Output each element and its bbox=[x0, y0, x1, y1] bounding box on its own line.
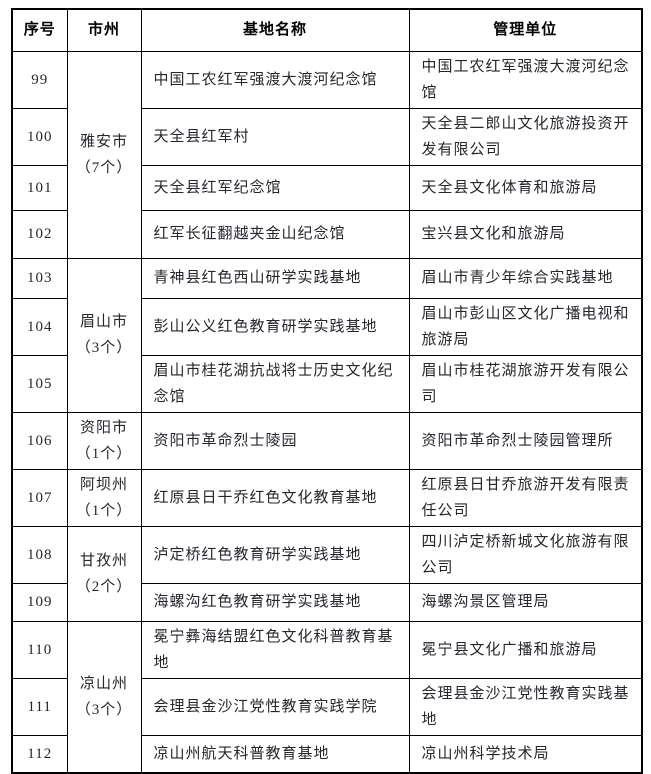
seq-cell: 110 bbox=[11, 620, 68, 679]
table-row: 101 天全县红军纪念馆 天全县文化体育和旅游局 bbox=[11, 164, 643, 211]
base-cell: 眉山市桂花湖抗战将士历史文化纪念馆 bbox=[140, 354, 410, 413]
table-row: 100 天全县红军村 天全县二郎山文化旅游投资开发有限公司 bbox=[11, 107, 643, 166]
city-name: 眉山市 bbox=[79, 314, 128, 330]
manager-cell: 海螺沟景区管理局 bbox=[408, 582, 643, 622]
base-cell: 天全县红军村 bbox=[140, 107, 410, 166]
table-row: 99 雅安市 （7个） 中国工农红军强渡大渡河纪念馆 中国工农红军强渡大渡河纪念… bbox=[11, 50, 643, 259]
table-row: 110 凉山州 （3个） 冕宁彝海结盟红色文化科普教育基地 冕宁县文化广播和旅游… bbox=[11, 620, 643, 774]
table-row: 103 眉山市 （3个） 青神县红色西山研学实践基地 眉山市青少年综合实践基地 bbox=[11, 257, 643, 413]
base-cell: 中国工农红军强渡大渡河纪念馆 bbox=[140, 50, 410, 109]
table-row: 107 阿坝州 （1个） 红原县日干乔红色文化教育基地 红原县日甘乔旅游开发有限… bbox=[11, 468, 643, 527]
table-row: 111 会理县金沙江党性教育实践学院 会理县金沙江党性教育实践基地 bbox=[11, 677, 643, 736]
seq-cell: 102 bbox=[11, 209, 68, 259]
header-manager: 管理单位 bbox=[408, 8, 643, 52]
seq-cell: 106 bbox=[11, 411, 68, 470]
manager-cell: 四川泸定桥新城文化旅游有限公司 bbox=[408, 525, 643, 584]
table-row: 105 眉山市桂花湖抗战将士历史文化纪念馆 眉山市桂花湖旅游开发有限公司 bbox=[11, 354, 643, 413]
city-name: 阿坝州 bbox=[79, 476, 128, 493]
city-group-cell: 雅安市 （7个） bbox=[66, 50, 142, 259]
base-cell: 红军长征翻越夹金山纪念馆 bbox=[140, 209, 410, 259]
city-count: （1个） bbox=[75, 502, 133, 519]
manager-cell: 冕宁县文化广播和旅游局 bbox=[408, 620, 643, 679]
seq-cell: 108 bbox=[11, 525, 68, 584]
table-row: 104 彭山公义红色教育研学实践基地 眉山市彭山区文化广播电视和旅游局 bbox=[11, 297, 643, 356]
city-group-cell: 甘孜州 （2个） bbox=[66, 525, 142, 622]
table-row: 106 资阳市 （1个） 资阳市革命烈士陵园 资阳市革命烈士陵园管理所 bbox=[11, 411, 643, 470]
header-base-name: 基地名称 bbox=[140, 8, 410, 52]
city-group-cell: 资阳市 （1个） bbox=[66, 411, 142, 470]
city-count: （7个） bbox=[75, 159, 133, 176]
manager-cell: 红原县日甘乔旅游开发有限责任公司 bbox=[408, 468, 643, 527]
city-name: 凉山州 bbox=[79, 675, 128, 692]
table-row: 108 甘孜州 （2个） 泸定桥红色教育研学实践基地 四川泸定桥新城文化旅游有限… bbox=[11, 525, 643, 622]
base-cell: 海螺沟红色教育研学实践基地 bbox=[140, 582, 410, 622]
seq-cell: 104 bbox=[11, 297, 68, 356]
manager-cell: 会理县金沙江党性教育实践基地 bbox=[408, 677, 643, 736]
seq-cell: 109 bbox=[11, 582, 68, 622]
city-name: 甘孜州 bbox=[79, 552, 128, 569]
base-cell: 彭山公义红色教育研学实践基地 bbox=[140, 297, 410, 356]
base-cell: 泸定桥红色教育研学实践基地 bbox=[140, 525, 410, 584]
seq-cell: 100 bbox=[11, 107, 68, 166]
city-name: 资阳市 bbox=[79, 419, 128, 436]
base-cell: 资阳市革命烈士陵园 bbox=[140, 411, 410, 470]
manager-cell: 眉山市青少年综合实践基地 bbox=[408, 257, 643, 299]
base-cell: 凉山州航天科普教育基地 bbox=[140, 734, 410, 774]
city-count: （1个） bbox=[75, 445, 133, 462]
seq-cell: 103 bbox=[11, 257, 68, 299]
manager-cell: 中国工农红军强渡大渡河纪念馆 bbox=[408, 50, 643, 109]
manager-cell: 宝兴县文化和旅游局 bbox=[408, 209, 643, 259]
base-cell: 冕宁彝海结盟红色文化科普教育基地 bbox=[140, 620, 410, 679]
header-city: 市州 bbox=[66, 8, 142, 52]
manager-cell: 天全县文化体育和旅游局 bbox=[408, 164, 643, 211]
header-row: 序号 市州 基地名称 管理单位 bbox=[11, 8, 643, 52]
seq-cell: 111 bbox=[11, 677, 68, 736]
seq-cell: 101 bbox=[11, 164, 68, 211]
seq-cell: 112 bbox=[11, 734, 68, 774]
seq-cell: 99 bbox=[11, 50, 68, 109]
base-cell: 天全县红军纪念馆 bbox=[140, 164, 410, 211]
table-row: 109 海螺沟红色教育研学实践基地 海螺沟景区管理局 bbox=[11, 582, 643, 622]
city-group-cell: 阿坝州 （1个） bbox=[66, 468, 142, 527]
city-name: 雅安市 bbox=[79, 133, 128, 150]
city-count: （3个） bbox=[75, 701, 133, 718]
manager-cell: 眉山市彭山区文化广播电视和旅游局 bbox=[408, 297, 643, 356]
seq-cell: 107 bbox=[11, 468, 68, 527]
base-cell: 青神县红色西山研学实践基地 bbox=[140, 257, 410, 299]
base-cell: 会理县金沙江党性教育实践学院 bbox=[140, 677, 410, 736]
city-count: （2个） bbox=[75, 578, 133, 595]
header-no: 序号 bbox=[11, 8, 68, 52]
manager-cell: 凉山州科学技术局 bbox=[408, 734, 643, 774]
city-group-cell: 凉山州 （3个） bbox=[66, 620, 142, 774]
base-cell: 红原县日干乔红色文化教育基地 bbox=[140, 468, 410, 527]
city-count: （3个） bbox=[75, 340, 133, 356]
seq-cell: 105 bbox=[11, 354, 68, 413]
city-group-cell: 眉山市 （3个） bbox=[66, 257, 142, 413]
manager-cell: 天全县二郎山文化旅游投资开发有限公司 bbox=[408, 107, 643, 166]
manager-cell: 眉山市桂花湖旅游开发有限公司 bbox=[408, 354, 643, 413]
red-education-base-table: 序号 市州 基地名称 管理单位 99 雅安市 （7个） 中国工农红军强渡大渡河纪… bbox=[11, 8, 643, 774]
manager-cell: 资阳市革命烈士陵园管理所 bbox=[408, 411, 643, 470]
